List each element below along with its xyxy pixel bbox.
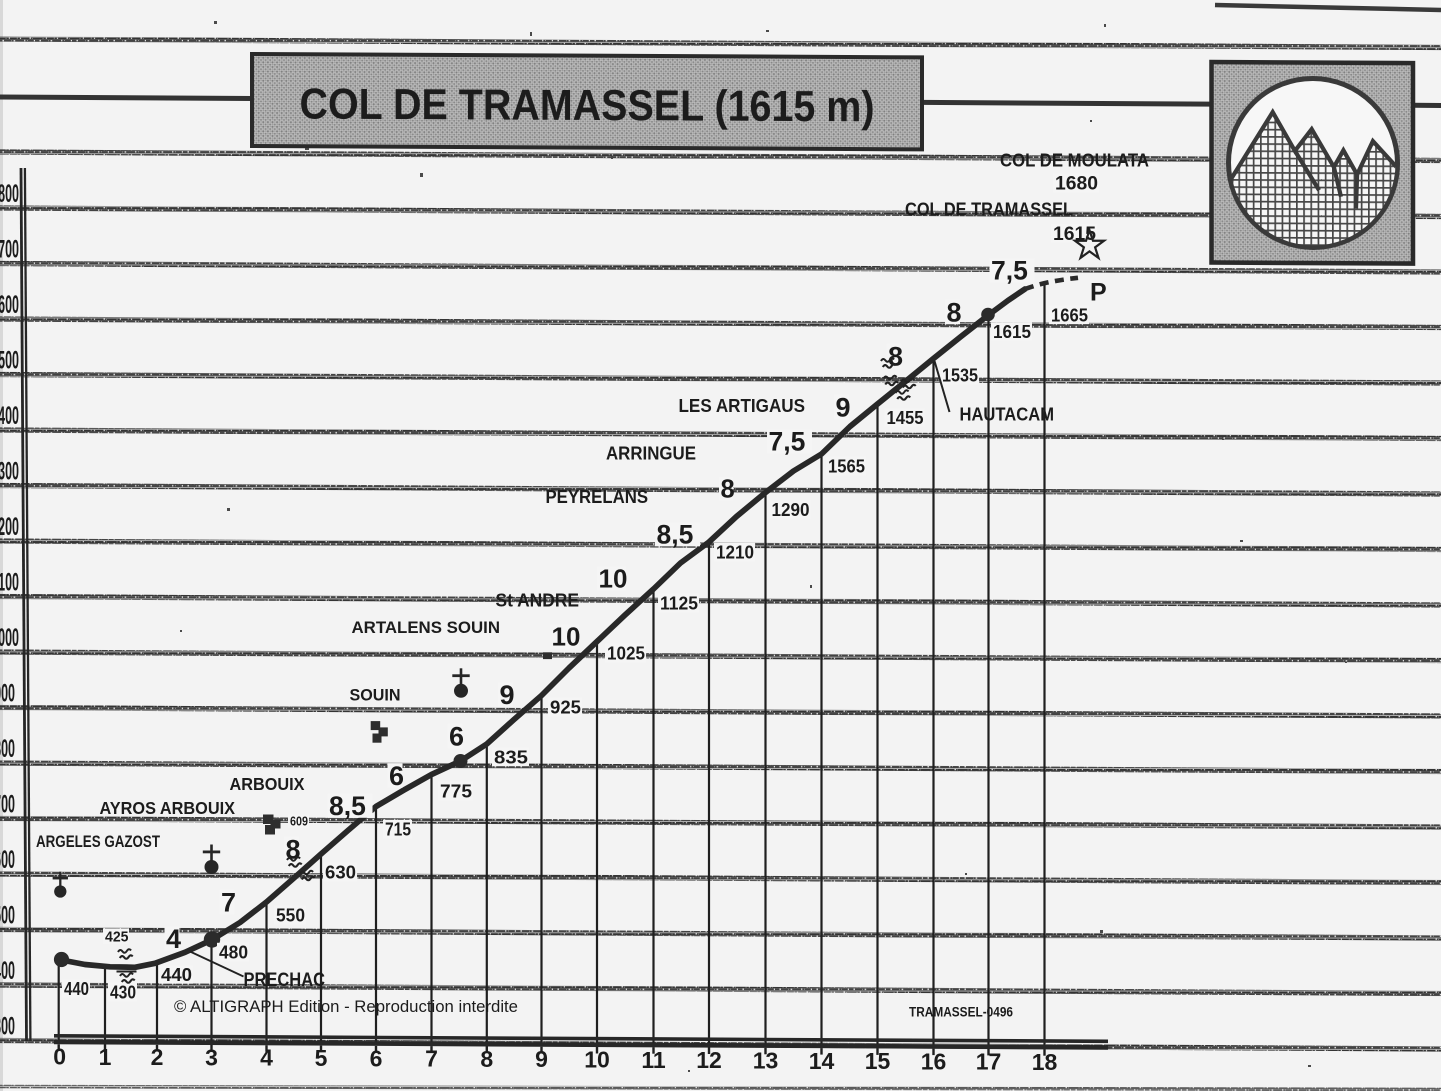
svg-text:440: 440 (161, 964, 192, 985)
svg-text:9: 9 (500, 680, 515, 710)
svg-text:AYROS ARBOUIX: AYROS ARBOUIX (100, 798, 236, 818)
svg-text:1600: 1600 (0, 291, 19, 319)
svg-text:3: 3 (205, 1044, 218, 1070)
svg-text:1665: 1665 (1051, 305, 1088, 326)
svg-text:425: 425 (105, 929, 129, 946)
svg-text:8: 8 (947, 298, 962, 328)
svg-text:925: 925 (550, 697, 581, 718)
svg-text:TRAMASSEL-0496: TRAMASSEL-0496 (909, 1005, 1013, 1020)
svg-text:609: 609 (290, 815, 308, 829)
svg-text:9: 9 (836, 393, 851, 423)
svg-text:1300: 1300 (0, 458, 19, 486)
svg-text:550: 550 (276, 905, 305, 926)
svg-text:15: 15 (865, 1048, 891, 1074)
svg-text:480: 480 (219, 942, 248, 963)
svg-text:18: 18 (1032, 1049, 1058, 1075)
svg-text:ARGELES GAZOST: ARGELES GAZOST (36, 833, 160, 851)
svg-text:ARTALENS SOUIN: ARTALENS SOUIN (352, 618, 501, 637)
svg-text:HAUTACAM: HAUTACAM (960, 405, 1055, 425)
svg-text:LES ARTIGAUS: LES ARTIGAUS (679, 395, 806, 416)
svg-text:1500: 1500 (0, 347, 19, 375)
svg-text:8: 8 (721, 476, 735, 504)
svg-text:630: 630 (325, 862, 356, 883)
svg-text:2: 2 (151, 1044, 164, 1070)
svg-text:1200: 1200 (0, 513, 19, 541)
svg-text:1100: 1100 (0, 569, 19, 597)
svg-text:900: 900 (0, 680, 15, 708)
svg-text:715: 715 (385, 819, 411, 840)
svg-text:300: 300 (0, 1013, 15, 1041)
svg-text:1565: 1565 (828, 456, 865, 477)
svg-text:400: 400 (0, 957, 15, 985)
svg-text:7: 7 (221, 888, 236, 918)
svg-text:© ALTIGRAPH Edition - Reproduc: © ALTIGRAPH Edition - Reproduction inter… (174, 997, 518, 1016)
svg-text:COL DE TRAMASSEL (1615 m): COL DE TRAMASSEL (1615 m) (299, 81, 874, 132)
svg-text:4: 4 (260, 1045, 273, 1071)
svg-text:14: 14 (809, 1048, 835, 1074)
svg-text:10: 10 (552, 622, 581, 652)
svg-text:7: 7 (425, 1046, 438, 1072)
svg-text:1290: 1290 (772, 499, 810, 520)
svg-text:13: 13 (753, 1048, 779, 1074)
svg-text:6: 6 (449, 722, 464, 752)
svg-text:5: 5 (315, 1045, 328, 1071)
svg-text:1535: 1535 (942, 365, 978, 386)
svg-text:10: 10 (584, 1047, 610, 1073)
svg-text:1615: 1615 (993, 321, 1031, 342)
svg-text:8,5: 8,5 (657, 520, 694, 550)
svg-text:7,5: 7,5 (769, 427, 806, 457)
svg-text:8,5: 8,5 (329, 791, 366, 821)
svg-text:0: 0 (53, 1044, 66, 1070)
svg-text:4: 4 (166, 924, 181, 954)
svg-text:8: 8 (480, 1046, 493, 1072)
svg-text:800: 800 (0, 735, 15, 763)
svg-text:9: 9 (535, 1046, 548, 1072)
svg-text:1025: 1025 (607, 643, 645, 664)
svg-text:ARBOUIX: ARBOUIX (230, 774, 305, 794)
svg-text:P: P (1090, 279, 1107, 307)
svg-text:8: 8 (888, 342, 903, 372)
svg-text:430: 430 (110, 982, 136, 1003)
svg-text:600: 600 (0, 846, 15, 874)
svg-text:7,5: 7,5 (991, 256, 1028, 286)
svg-text:700: 700 (0, 791, 15, 819)
svg-text:10: 10 (599, 564, 628, 594)
svg-text:1680: 1680 (1055, 174, 1098, 195)
svg-text:PRECHAC: PRECHAC (244, 970, 326, 991)
svg-text:St ANDRE: St ANDRE (496, 590, 580, 611)
svg-text:PEYRELANS: PEYRELANS (546, 486, 649, 507)
svg-text:17: 17 (976, 1049, 1002, 1075)
svg-text:1800: 1800 (0, 180, 19, 208)
svg-text:6: 6 (389, 761, 404, 791)
svg-text:1125: 1125 (660, 593, 698, 614)
svg-text:COL DE MOULATA: COL DE MOULATA (1000, 150, 1149, 171)
svg-text:1400: 1400 (0, 402, 19, 430)
svg-text:11: 11 (641, 1047, 666, 1073)
svg-text:16: 16 (921, 1048, 947, 1074)
svg-text:SOUIN: SOUIN (350, 686, 401, 705)
svg-text:12: 12 (696, 1047, 722, 1073)
svg-text:COL DE TRAMASSEL: COL DE TRAMASSEL (905, 199, 1073, 220)
svg-text:1700: 1700 (0, 236, 19, 264)
svg-text:1: 1 (99, 1044, 112, 1070)
svg-text:6: 6 (370, 1045, 383, 1071)
svg-text:1210: 1210 (716, 542, 754, 563)
svg-text:1000: 1000 (0, 624, 19, 652)
svg-text:835: 835 (494, 747, 528, 768)
svg-text:1455: 1455 (887, 407, 924, 428)
svg-text:ARRINGUE: ARRINGUE (606, 443, 696, 464)
svg-text:775: 775 (440, 781, 472, 802)
svg-text:500: 500 (0, 902, 15, 930)
svg-text:440: 440 (64, 978, 89, 999)
